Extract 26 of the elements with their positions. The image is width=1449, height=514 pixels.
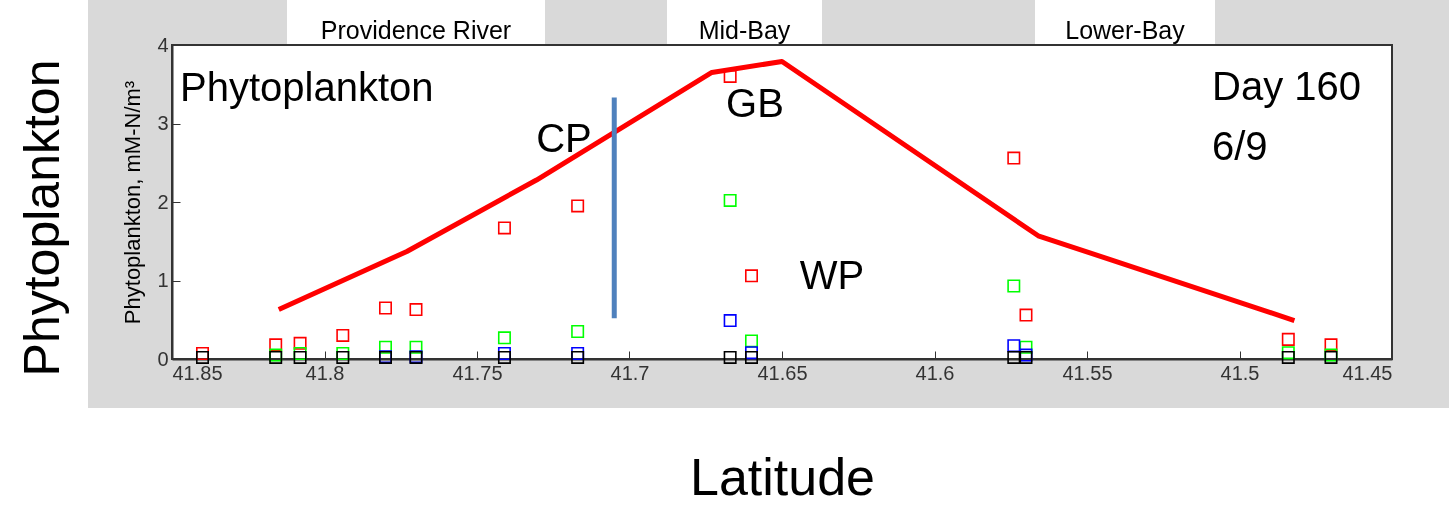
x-tick-label: 41.5 <box>1220 361 1260 384</box>
x-tick-label: 41.45 <box>1342 361 1393 384</box>
text: Lower-Bay <box>1035 0 1215 44</box>
y-tick-label: 0 <box>157 347 169 370</box>
x-axis-title: Latitude <box>689 447 876 506</box>
x-tick-label: 41.6 <box>915 361 955 384</box>
annotation: 6/9 <box>1212 124 1268 168</box>
annotation: GB <box>726 81 784 125</box>
text: Phytoplankton <box>14 59 70 377</box>
y-tick-label: 4 <box>157 33 169 56</box>
x-tick-label: 41.8 <box>305 361 345 384</box>
annotation: Day 160 <box>1212 64 1361 108</box>
x-tick-label: 41.75 <box>452 361 503 384</box>
y-tick-label: 2 <box>157 190 169 213</box>
annotation: WP <box>799 253 865 297</box>
y-tick-label: 1 <box>157 269 169 291</box>
y-axis-title: Phytoplankton, mM-N/m³ <box>120 80 146 325</box>
x-tick-label: 41.85 <box>172 361 223 384</box>
x-tick-label: 41.65 <box>757 361 808 384</box>
text: Mid-Bay <box>667 0 822 44</box>
y-tick-label: 3 <box>157 112 169 134</box>
annotation: Phytoplankton <box>180 65 434 109</box>
annotation: CP <box>536 116 592 160</box>
text: Providence River <box>287 0 545 44</box>
x-tick-label: 41.7 <box>610 361 650 384</box>
x-tick-label: 41.55 <box>1062 361 1113 384</box>
